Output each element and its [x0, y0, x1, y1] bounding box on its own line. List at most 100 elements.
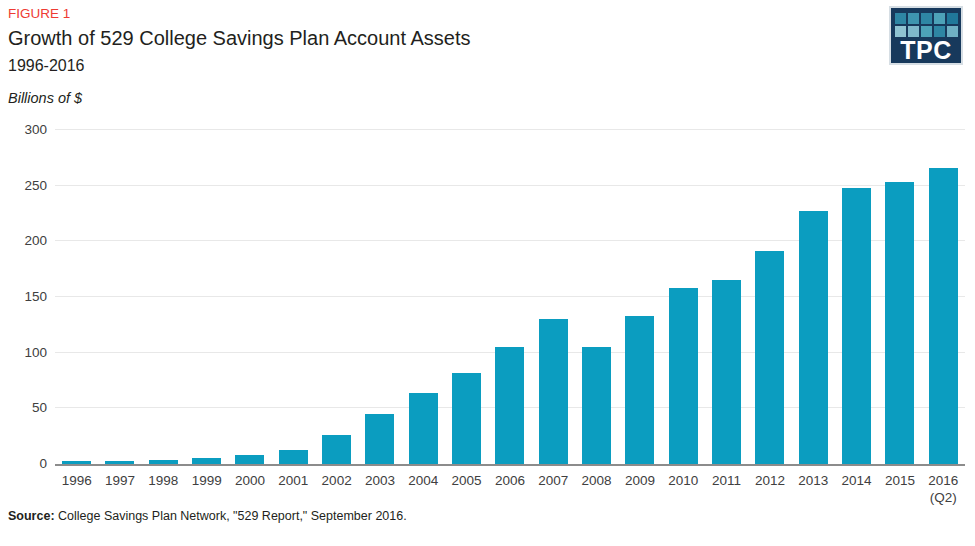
logo-square	[934, 13, 945, 24]
bar-2001	[279, 450, 308, 464]
bar-slot-2000	[228, 130, 271, 464]
x-tick-label-2002: 2002	[315, 472, 358, 506]
x-tick-label-2016: 2016(Q2)	[922, 472, 965, 506]
x-tick-text: 2015	[885, 473, 915, 488]
bar-slot-2010	[662, 130, 705, 464]
x-tick-text: 2008	[582, 473, 612, 488]
tpc-logo: TPC	[889, 6, 963, 65]
x-tick-text: 2016	[928, 473, 958, 488]
x-tick-text: 2013	[798, 473, 828, 488]
y-tick-label-250: 250	[0, 178, 47, 194]
x-tick-text: 2001	[278, 473, 308, 488]
x-tick-note: (Q2)	[922, 489, 965, 506]
bar-slot-2016	[922, 130, 965, 464]
x-tick-label-2010: 2010	[662, 472, 705, 506]
bar-slot-2013	[792, 130, 835, 464]
bar-slot-2015	[878, 130, 921, 464]
bar-2013	[799, 211, 828, 464]
x-tick-text: 2012	[755, 473, 785, 488]
x-tick-label-2014: 2014	[835, 472, 878, 506]
chart-subtitle: 1996-2016	[8, 56, 85, 75]
logo-square	[895, 13, 906, 24]
x-tick-text: 1998	[148, 473, 178, 488]
bar-2004	[409, 393, 438, 464]
x-tick-text: 2009	[625, 473, 655, 488]
bar-2010	[669, 288, 698, 464]
bar-2000	[235, 455, 264, 464]
bar-2007	[539, 319, 568, 464]
bar-2009	[625, 316, 654, 464]
x-tick-label-1997: 1997	[98, 472, 141, 506]
bar-slot-2006	[488, 130, 531, 464]
x-tick-label-1998: 1998	[142, 472, 185, 506]
logo-text: TPC	[900, 37, 952, 63]
bar-slot-2008	[575, 130, 618, 464]
x-tick-text: 2005	[452, 473, 482, 488]
x-tick-text: 2004	[408, 473, 438, 488]
x-tick-label-1999: 1999	[185, 472, 228, 506]
bar-slot-1999	[185, 130, 228, 464]
x-tick-label-2004: 2004	[402, 472, 445, 506]
x-tick-text: 2010	[668, 473, 698, 488]
bar-slot-2012	[748, 130, 791, 464]
bar-2011	[712, 280, 741, 464]
y-axis-labels: 050100150200250300	[0, 130, 47, 464]
bar-slot-1998	[142, 130, 185, 464]
x-tick-text: 2000	[235, 473, 265, 488]
x-tick-text: 1997	[105, 473, 135, 488]
x-tick-label-2006: 2006	[488, 472, 531, 506]
bar-slot-1997	[98, 130, 141, 464]
x-tick-label-2007: 2007	[532, 472, 575, 506]
bar-slot-2009	[618, 130, 661, 464]
x-tick-text: 2003	[365, 473, 395, 488]
x-tick-text: 2002	[322, 473, 352, 488]
plot-area	[55, 130, 965, 464]
y-tick-label-100: 100	[0, 345, 47, 361]
logo-squares-icon	[895, 13, 958, 37]
figure-container: FIGURE 1 Growth of 529 College Savings P…	[0, 0, 975, 546]
source-text: College Savings Plan Network, "529 Repor…	[55, 509, 407, 523]
bar-2008	[582, 347, 611, 464]
bar-2005	[452, 373, 481, 464]
y-tick-label-300: 300	[0, 122, 47, 138]
y-tick-label-0: 0	[0, 456, 47, 472]
bar-2002	[322, 435, 351, 464]
bar-2006	[495, 347, 524, 464]
y-tick-label-200: 200	[0, 233, 47, 249]
y-tick-label-50: 50	[0, 400, 47, 416]
x-tick-label-2011: 2011	[705, 472, 748, 506]
x-tick-text: 1996	[62, 473, 92, 488]
x-tick-label-2015: 2015	[878, 472, 921, 506]
x-tick-label-2013: 2013	[792, 472, 835, 506]
bar-slot-2002	[315, 130, 358, 464]
x-tick-label-2005: 2005	[445, 472, 488, 506]
x-tick-label-2012: 2012	[748, 472, 791, 506]
bar-slot-2014	[835, 130, 878, 464]
x-tick-label-2008: 2008	[575, 472, 618, 506]
bar-slot-2001	[272, 130, 315, 464]
x-tick-label-2003: 2003	[358, 472, 401, 506]
bar-slot-2005	[445, 130, 488, 464]
bar-2003	[365, 414, 394, 464]
bar-slot-2003	[358, 130, 401, 464]
x-tick-text: 2011	[712, 473, 741, 488]
logo-square	[947, 13, 958, 24]
bar-2015	[885, 182, 914, 464]
x-axis-line	[55, 464, 965, 466]
logo-square	[908, 13, 919, 24]
x-tick-label-2001: 2001	[272, 472, 315, 506]
bar-slot-2011	[705, 130, 748, 464]
x-tick-text: 2014	[842, 473, 872, 488]
figure-label: FIGURE 1	[8, 6, 70, 22]
bar-slot-1996	[55, 130, 98, 464]
x-tick-label-1996: 1996	[55, 472, 98, 506]
bar-2016	[929, 168, 958, 464]
x-tick-text: 2006	[495, 473, 525, 488]
bar-slot-2004	[402, 130, 445, 464]
bar-slot-2007	[532, 130, 575, 464]
logo-square	[921, 13, 932, 24]
bar-2012	[755, 251, 784, 464]
chart-title: Growth of 529 College Savings Plan Accou…	[8, 25, 471, 51]
y-tick-label-150: 150	[0, 289, 47, 305]
x-tick-text: 1999	[192, 473, 222, 488]
